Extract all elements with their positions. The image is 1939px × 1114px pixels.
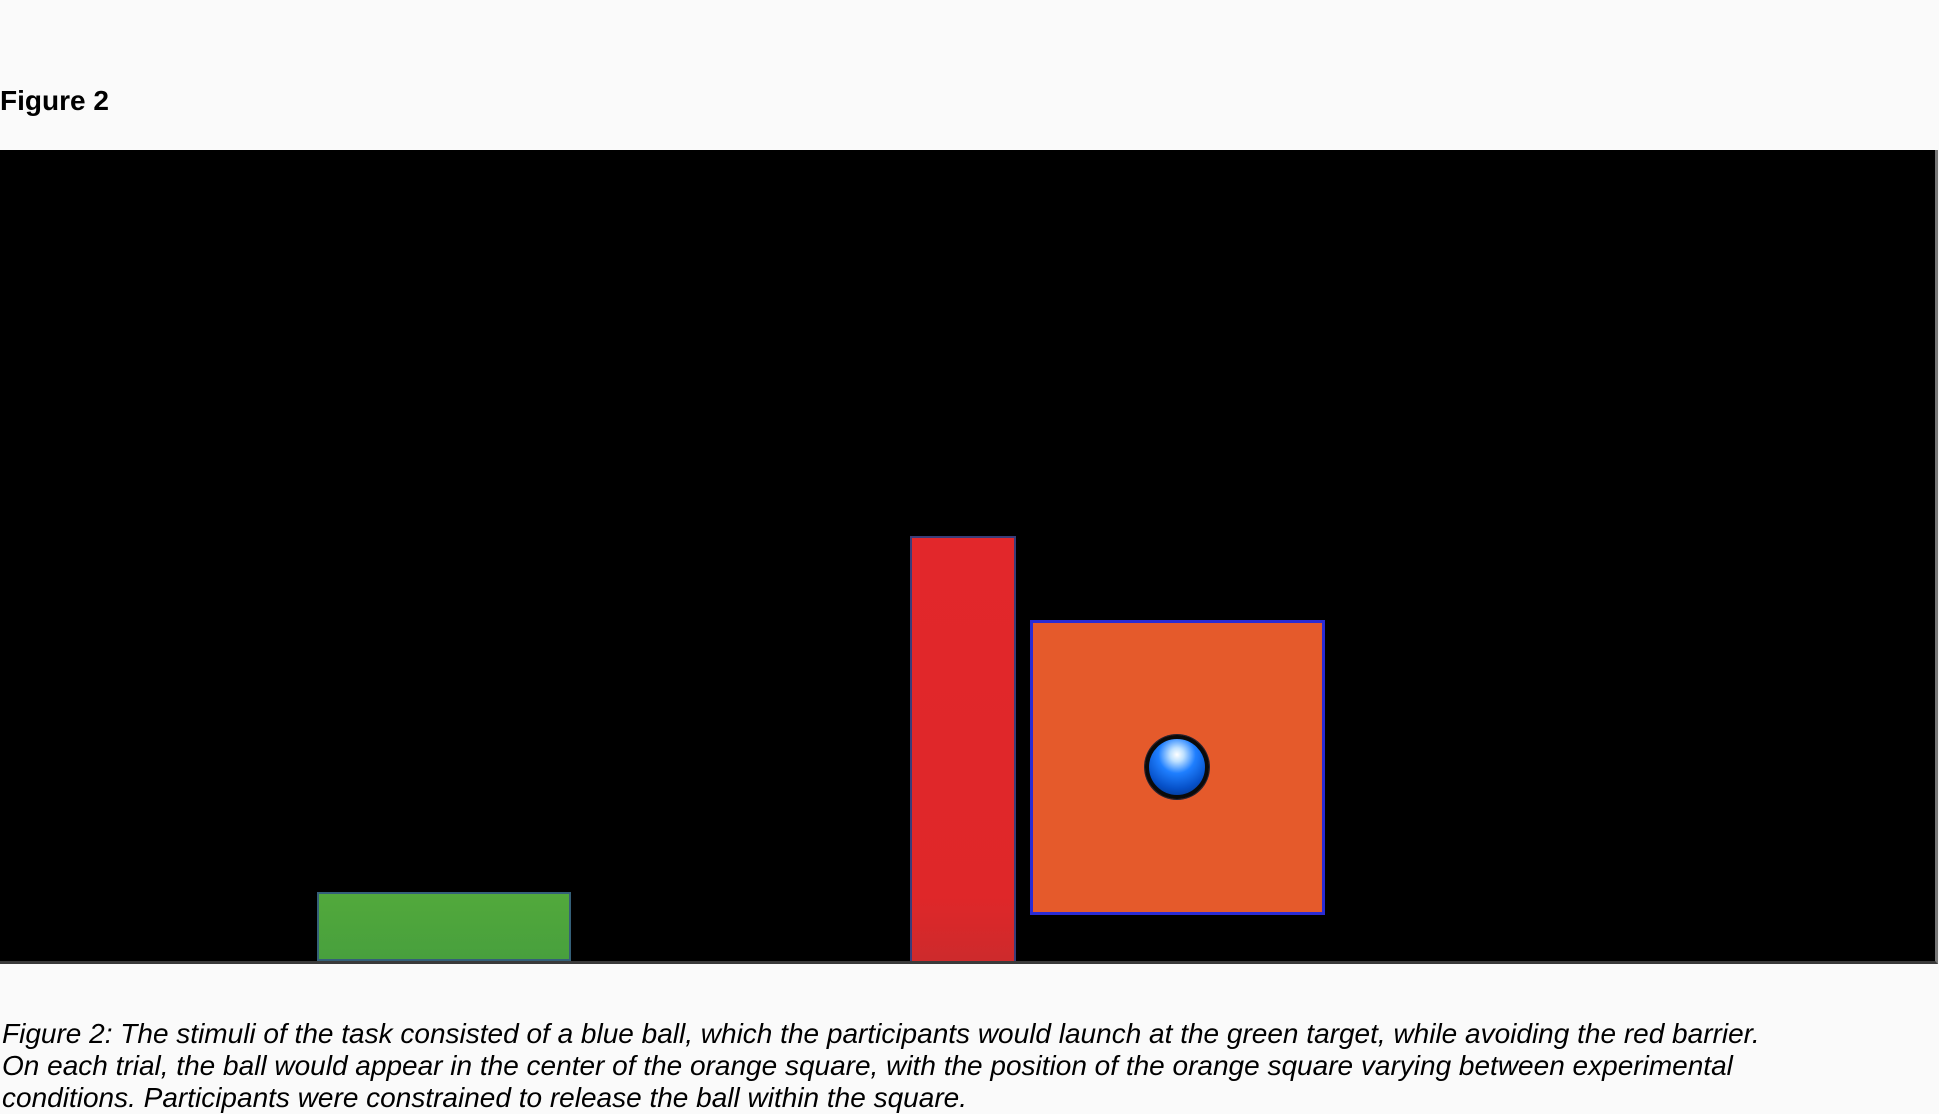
caption-line: On each trial, the ball would appear in …	[2, 1050, 1733, 1081]
caption-line: conditions. Participants were constraine…	[2, 1082, 967, 1113]
red-barrier	[910, 536, 1016, 961]
blue-ball[interactable]	[1145, 735, 1209, 799]
green-target	[317, 892, 571, 961]
figure-caption: Figure 2: The stimuli of the task consis…	[2, 1018, 1902, 1114]
figure-title: Figure 2	[0, 85, 109, 116]
caption-line: Figure 2: The stimuli of the task consis…	[2, 1018, 1760, 1049]
task-stimulus-display	[0, 150, 1938, 964]
